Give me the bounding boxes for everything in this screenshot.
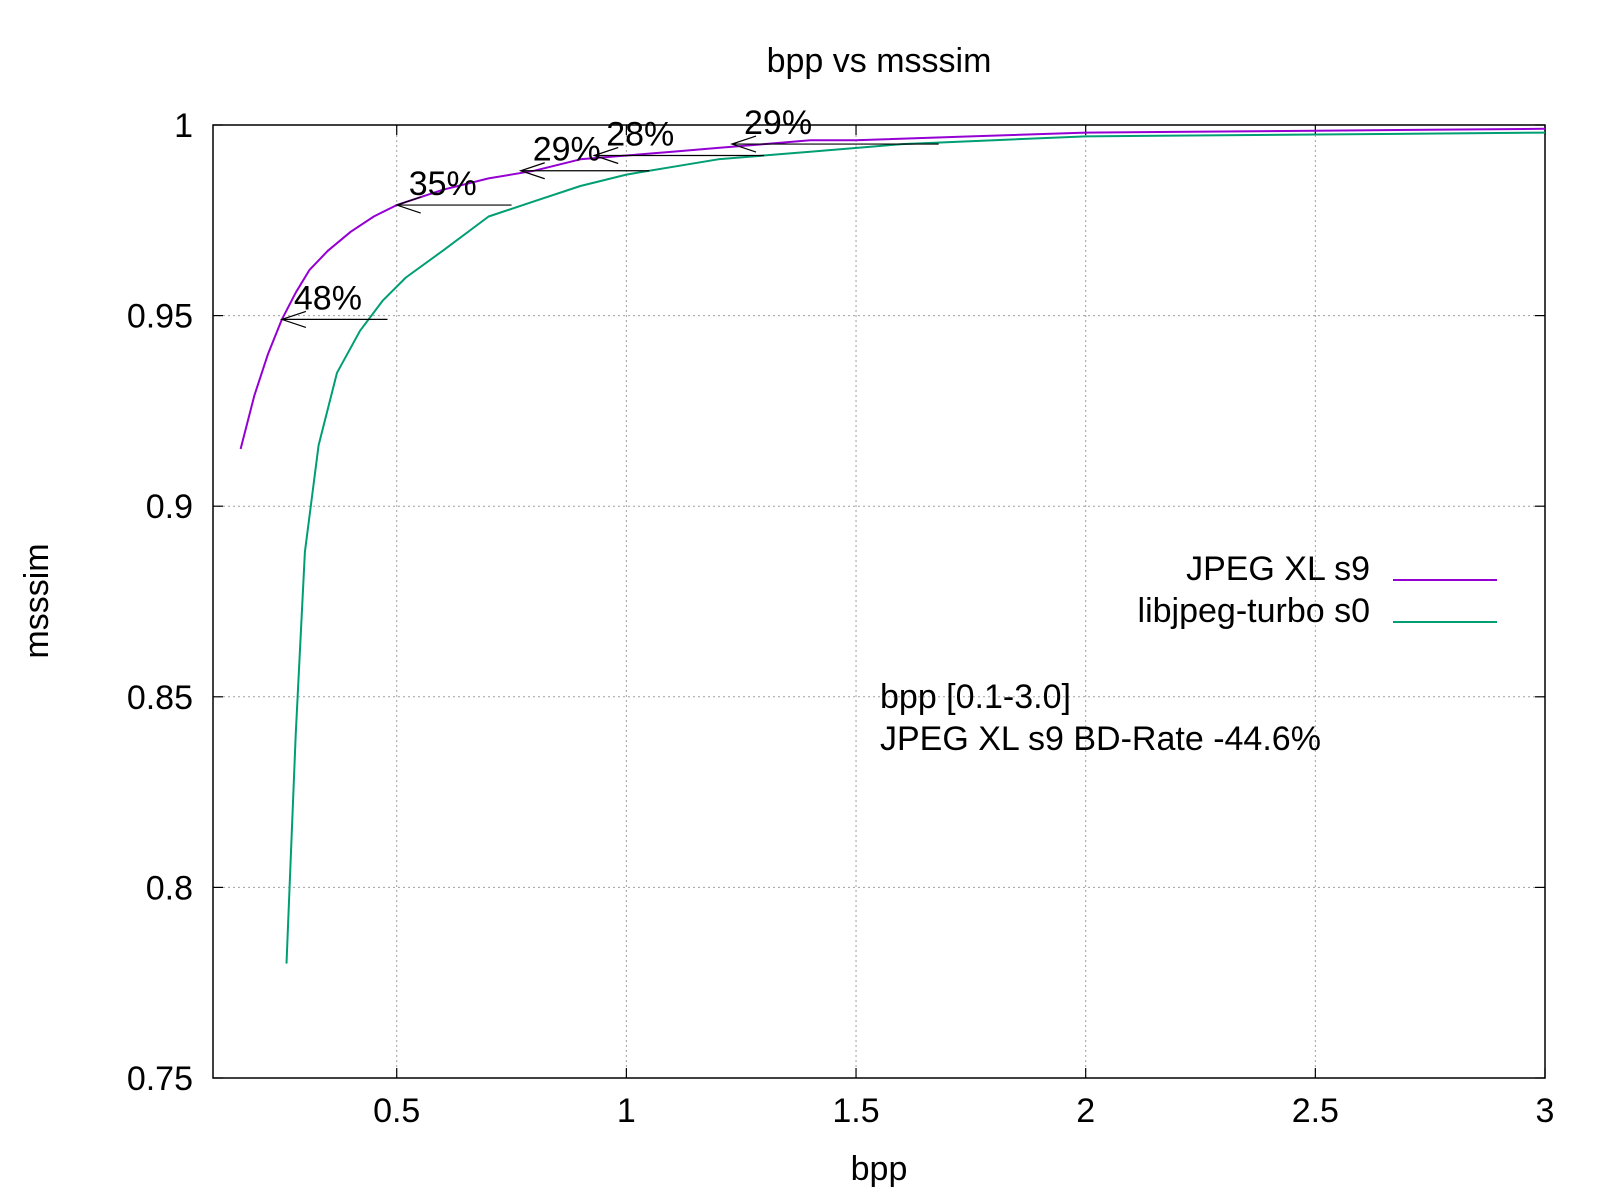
annotation-arrowhead	[730, 135, 757, 153]
note-bd-rate: JPEG XL s9 BD-Rate -44.6%	[880, 720, 1321, 758]
legend-label-jpeg-xl: JPEG XL s9	[1186, 550, 1370, 588]
bd-rate-notes: bpp [0.1-3.0] JPEG XL s9 BD-Rate -44.6%	[880, 678, 1321, 758]
annotation-label: 29%	[533, 131, 601, 169]
note-bpp-range: bpp [0.1-3.0]	[880, 678, 1071, 716]
plot-frame	[212, 124, 1546, 1079]
series-layer	[239, 127, 1546, 964]
annotation-arrowhead	[592, 146, 619, 165]
y-tick-label: 1	[174, 107, 193, 145]
annotations: 48%35%29% 28% 29%	[279, 104, 939, 328]
legend-label-libjpeg-turbo: libjpeg-turbo s0	[1138, 592, 1370, 630]
x-axis-label: bpp	[851, 1150, 908, 1188]
annotation-arrowhead	[279, 310, 307, 328]
series-line-libjpeg-turbo	[285, 131, 1546, 964]
y-tick-label: 0.95	[127, 298, 193, 336]
chart-title: bpp vs msssim	[767, 42, 992, 80]
annotation-label: 29%	[744, 104, 812, 142]
annotation-label: 35%	[409, 165, 477, 203]
axis-ticks: 0.5 1 1.5 2 2.5 3 0.75 0.8 0.85 0.9 0.95 1	[127, 107, 1555, 1130]
annotation-arrowhead	[394, 196, 421, 214]
y-tick-label: 0.9	[146, 488, 193, 526]
x-tick-label: 1	[617, 1092, 636, 1130]
y-tick-label: 0.85	[127, 679, 193, 717]
annotation-label: 28%	[606, 115, 674, 153]
x-tick-label: 2	[1076, 1092, 1095, 1130]
annotation-label: 48%	[294, 279, 362, 317]
y-tick-label: 0.8	[146, 869, 193, 907]
series-line-jpeg-xl	[239, 127, 1546, 450]
legend: JPEG XL s9 libjpeg-turbo s0	[1138, 550, 1497, 630]
x-tick-label: 3	[1536, 1092, 1555, 1130]
y-axis-label: msssim	[18, 543, 56, 658]
annotation-arrowhead	[518, 162, 545, 180]
x-tick-label: 0.5	[373, 1092, 420, 1130]
x-tick-label: 2.5	[1292, 1092, 1339, 1130]
y-tick-label: 0.75	[127, 1060, 193, 1098]
x-tick-label: 1.5	[832, 1092, 879, 1130]
